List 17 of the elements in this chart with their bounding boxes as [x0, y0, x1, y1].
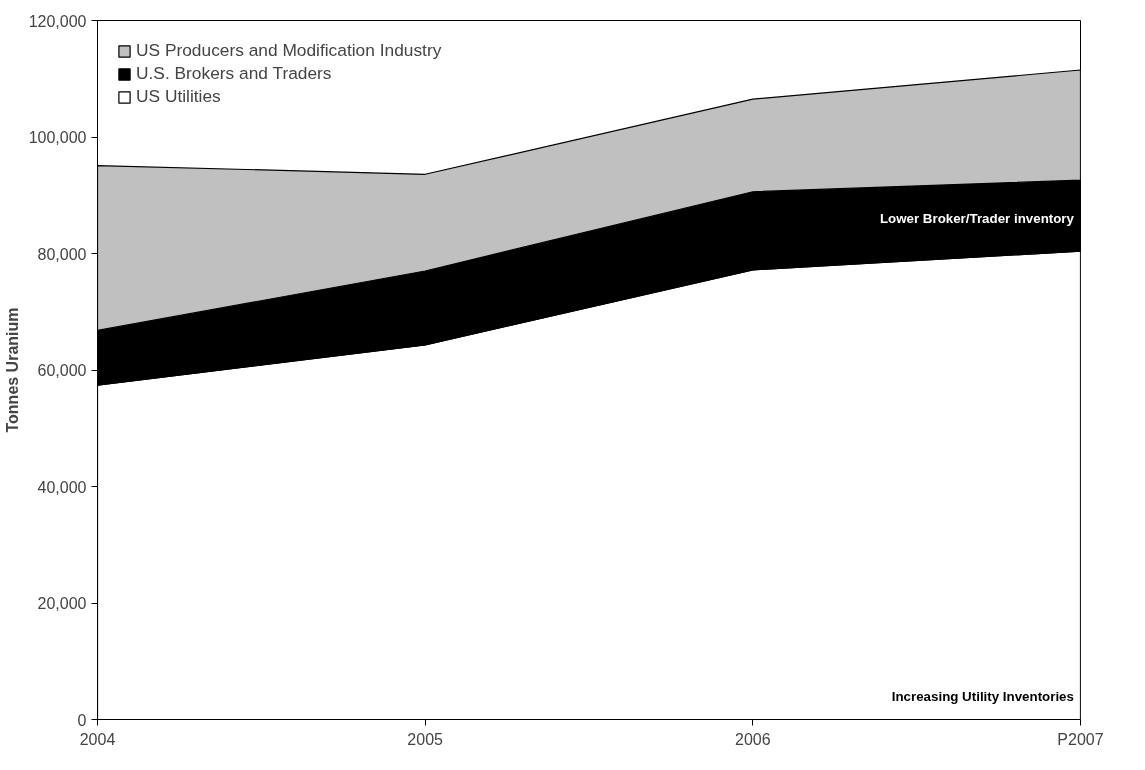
y-tick-label: 20,000	[37, 595, 87, 612]
annotation: Increasing Utility Inventories	[891, 688, 1074, 704]
y-tick-label: 40,000	[37, 478, 87, 496]
legend-label: US Utilities	[136, 86, 221, 107]
x-tick-label: 2005	[407, 730, 444, 748]
legend-label: U.S. Brokers and Traders	[136, 63, 332, 84]
y-tick-label: 60,000	[37, 362, 87, 379]
y-tick-label: 0	[77, 711, 87, 729]
legend-label: US Producers and Modification Industry	[136, 40, 442, 61]
x-tick-label: 2004	[79, 730, 116, 748]
y-tick-label: 80,000	[37, 245, 87, 263]
y-tick-label: 100,000	[28, 129, 87, 146]
y-tick-label: 120,000	[28, 12, 87, 30]
x-tick-label: 2006	[735, 730, 771, 748]
y-axis-title: Tonnes Uranium	[3, 307, 21, 433]
x-tick-label: P2007	[1057, 730, 1104, 748]
annotation: Lower Broker/Trader inventory	[879, 211, 1075, 227]
